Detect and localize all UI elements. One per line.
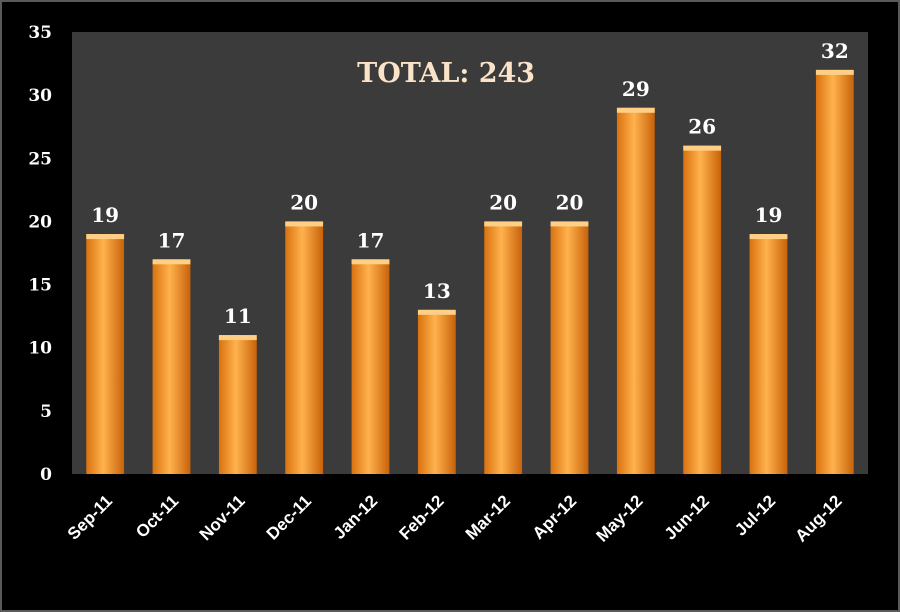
bar-Aug-12 — [815, 69, 854, 474]
bar-Oct-11 — [152, 259, 191, 474]
data-label: 19 — [91, 203, 119, 227]
data-label: 32 — [821, 39, 849, 63]
bar-May-12 — [616, 107, 655, 475]
bar-Jan-12 — [351, 259, 390, 474]
x-tick-label: Oct-11 — [132, 491, 182, 541]
data-label: 29 — [622, 77, 650, 101]
bar-top-highlight — [749, 234, 788, 240]
bar-Jul-12 — [749, 234, 788, 474]
y-tick-label: 10 — [28, 339, 52, 359]
bar-top-highlight — [484, 221, 523, 227]
bar-Dec-11 — [285, 221, 324, 474]
x-tick-label: Jan-12 — [330, 491, 382, 543]
data-label: 13 — [423, 279, 451, 303]
y-tick-label: 15 — [28, 276, 52, 296]
data-labels-group: 19 17 11 20 17 13 20 20 29 26 19 32 — [91, 39, 849, 328]
y-tick-label: 20 — [28, 212, 52, 232]
x-tick-label: Jul-12 — [731, 491, 779, 539]
chart-title: TOTAL: 243 — [357, 58, 535, 89]
data-label: 26 — [688, 115, 716, 139]
bar-Mar-12 — [484, 221, 523, 474]
x-tick-label: Nov-11 — [196, 491, 249, 544]
bar-Sep-11 — [86, 234, 125, 474]
y-tick-label: 25 — [28, 149, 52, 169]
data-label: 17 — [158, 228, 186, 252]
data-label: 20 — [556, 190, 584, 214]
x-tick-label: Feb-12 — [395, 491, 447, 543]
bar-Nov-11 — [218, 335, 257, 474]
bar-top-highlight — [218, 335, 257, 341]
x-tick-label: Sep-11 — [64, 491, 116, 543]
x-tick-label: May-12 — [592, 491, 646, 545]
y-tick-label: 35 — [28, 23, 52, 43]
bar-Apr-12 — [550, 221, 589, 474]
bar-top-highlight — [417, 309, 456, 315]
data-label: 19 — [755, 203, 783, 227]
y-tick-label: 0 — [40, 465, 52, 485]
bar-top-highlight — [285, 221, 324, 227]
x-tick-label: Aug-12 — [791, 491, 845, 545]
data-label: 20 — [489, 190, 517, 214]
data-label: 20 — [290, 190, 318, 214]
plot-area — [72, 32, 868, 474]
y-tick-label: 5 — [40, 402, 52, 422]
bar-Feb-12 — [417, 309, 456, 474]
x-tick-label: Dec-11 — [263, 491, 315, 543]
bar-top-highlight — [152, 259, 191, 265]
bar-top-highlight — [616, 107, 655, 113]
bars-group — [86, 69, 854, 475]
bar-top-highlight — [550, 221, 589, 227]
data-label: 17 — [357, 228, 385, 252]
bar-Jun-12 — [683, 145, 722, 474]
bar-top-highlight — [351, 259, 390, 265]
x-tick-label: Apr-12 — [529, 491, 581, 543]
bar-top-highlight — [815, 69, 854, 75]
x-tick-label: Mar-12 — [462, 491, 514, 543]
x-tick-label: Jun-12 — [661, 491, 713, 543]
y-axis: 0 5 10 15 20 25 30 35 — [28, 23, 52, 485]
bar-top-highlight — [86, 234, 125, 240]
x-axis: Sep-11 Oct-11 Nov-11 Dec-11 Jan-12 Feb-12 Mar-… — [64, 491, 846, 545]
y-tick-label: 30 — [28, 86, 52, 106]
bar-top-highlight — [683, 145, 722, 151]
data-label: 11 — [224, 304, 252, 328]
